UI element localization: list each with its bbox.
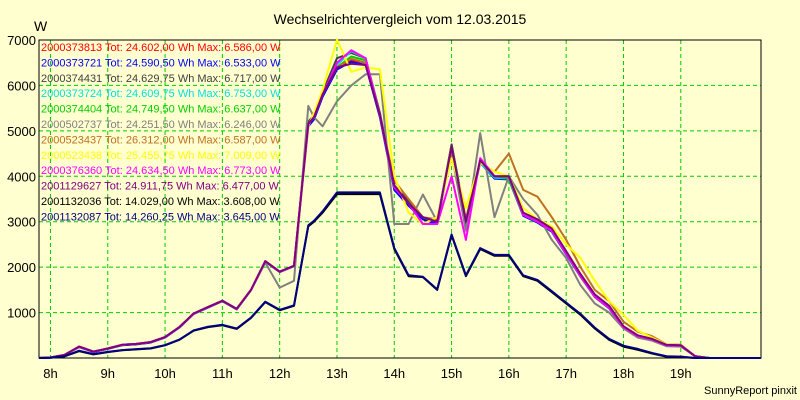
x-tick-labels: 8h 9h 10h 11h 12h 13h 14h 15h 16h 17h 18h 19h [43,366,691,381]
x-tick-label: 18h [613,366,635,381]
x-tick-label: 19h [670,366,692,381]
legend-entry-2000373724: 2000373724 Tot: 24.609,75 Wh Max: 6.753,… [41,88,281,100]
legend-entry-2000374431: 2000374431 Tot: 24.629,75 Wh Max: 6.717,… [41,73,281,85]
x-tick-label: 9h [101,366,115,381]
x-tick-label: 12h [269,366,291,381]
x-tick-label: 15h [441,366,463,381]
legend-entry-2001132036: 2001132036 Tot: 14.029,00 Wh Max: 3.608,… [41,196,280,208]
legend-entry-2000523437: 2000523437 Tot: 26.312,00 Wh Max: 6.587,… [41,134,281,146]
legend-entry-2000373721: 2000373721 Tot: 24.590,50 Wh Max: 6.533,… [41,57,281,69]
x-tick-label: 16h [498,366,520,381]
legend: 2000373813 Tot: 24.602,00 Wh Max: 6.586,… [41,42,281,223]
y-tick-label: 3000 [7,215,36,230]
y-tick-labels: 1000 2000 3000 4000 5000 6000 7000 [7,33,36,321]
y-tick-label: 7000 [7,33,36,48]
y-axis-label: W [34,18,48,34]
x-tick-label: 13h [326,366,348,381]
y-tick-label: 6000 [7,78,36,93]
legend-entry-2000373813: 2000373813 Tot: 24.602,00 Wh Max: 6.586,… [41,42,281,54]
y-tick-label: 2000 [7,260,36,275]
x-tick-label: 8h [43,366,57,381]
legend-entry-2000523438: 2000523438 Tot: 25.455,75 Wh Max: 7.009,… [41,150,281,162]
x-tick-label: 17h [555,366,577,381]
x-tick-label: 10h [154,366,176,381]
footer-credit: SunnyReport pinxit [704,385,797,397]
plot-frame [38,39,762,359]
series-line-2001132087 [38,191,761,359]
legend-entry-2001132087: 2001132087 Tot: 14.260,25 Wh Max: 3.645,… [41,211,280,223]
y-tick-label: 4000 [7,169,36,184]
x-tick-label: 11h [212,366,233,381]
legend-entry-2000376360: 2000376360 Tot: 24.634,50 Wh Max: 6.773,… [41,165,281,177]
legend-entry-2001129627: 2001129627 Tot: 24.911,75 Wh Max: 6.477,… [41,181,280,193]
y-tick-label: 1000 [7,306,36,321]
series-line-2001129627 [38,62,761,359]
series-lines [38,38,761,359]
x-tick-label: 14h [383,366,405,381]
y-tick-label: 5000 [7,124,36,139]
chart-title: Wechselrichtervergleich vom 12.03.2015 [274,11,527,27]
legend-entry-2000502737: 2000502737 Tot: 24.251,50 Wh Max: 6.246,… [41,119,281,131]
legend-entry-2000374404: 2000374404 Tot: 24.749,50 Wh Max: 6.637,… [41,104,281,116]
